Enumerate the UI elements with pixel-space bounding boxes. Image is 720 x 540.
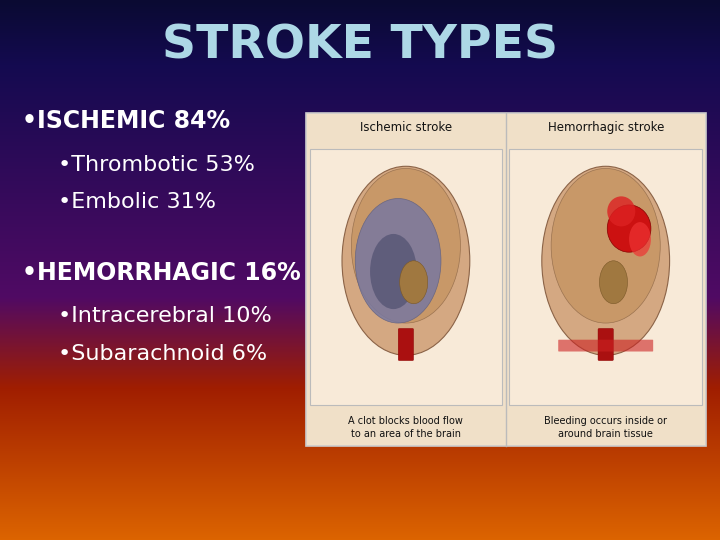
Ellipse shape bbox=[600, 261, 628, 303]
Text: •Thrombotic 53%: •Thrombotic 53% bbox=[58, 154, 254, 175]
Ellipse shape bbox=[342, 166, 469, 355]
Text: Hemorrhagic stroke: Hemorrhagic stroke bbox=[547, 122, 664, 134]
Ellipse shape bbox=[400, 261, 428, 303]
Ellipse shape bbox=[629, 222, 651, 256]
Text: •Intracerebral 10%: •Intracerebral 10% bbox=[58, 306, 271, 326]
FancyBboxPatch shape bbox=[558, 340, 653, 352]
Text: Ischemic stroke: Ischemic stroke bbox=[360, 122, 452, 134]
Text: •Embolic 31%: •Embolic 31% bbox=[58, 192, 215, 213]
Text: A clot blocks blood flow
to an area of the brain: A clot blocks blood flow to an area of t… bbox=[348, 416, 464, 438]
Ellipse shape bbox=[355, 199, 441, 323]
FancyBboxPatch shape bbox=[510, 148, 702, 405]
Ellipse shape bbox=[370, 234, 417, 309]
FancyBboxPatch shape bbox=[306, 113, 706, 446]
Text: Bleeding occurs inside or
around brain tissue: Bleeding occurs inside or around brain t… bbox=[544, 416, 667, 438]
Ellipse shape bbox=[607, 205, 651, 252]
Ellipse shape bbox=[551, 168, 660, 323]
Text: •HEMORRHAGIC 16%: •HEMORRHAGIC 16% bbox=[22, 261, 300, 285]
Text: •ISCHEMIC 84%: •ISCHEMIC 84% bbox=[22, 110, 230, 133]
Text: STROKE TYPES: STROKE TYPES bbox=[162, 23, 558, 69]
Text: •Subarachnoid 6%: •Subarachnoid 6% bbox=[58, 343, 266, 364]
Ellipse shape bbox=[351, 168, 461, 323]
Ellipse shape bbox=[607, 197, 635, 226]
Ellipse shape bbox=[542, 166, 670, 355]
FancyBboxPatch shape bbox=[310, 148, 503, 405]
FancyBboxPatch shape bbox=[598, 328, 613, 361]
FancyBboxPatch shape bbox=[398, 328, 413, 361]
